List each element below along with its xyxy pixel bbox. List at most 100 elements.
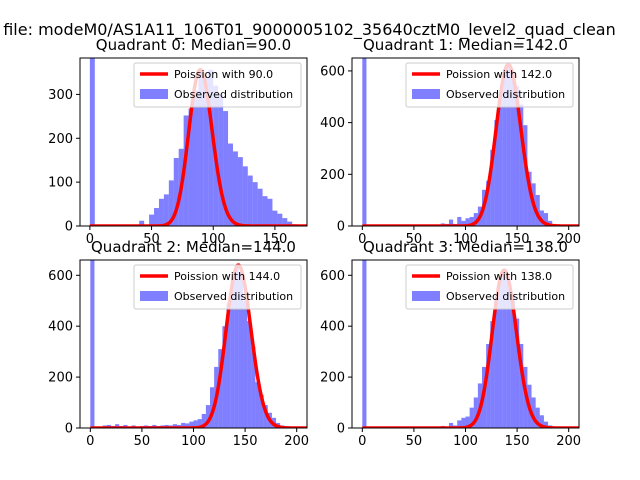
histogram-bar [287, 221, 293, 226]
y-tick-label: 200 [48, 371, 73, 386]
histogram-bar [197, 419, 202, 428]
histogram-bar [469, 407, 474, 428]
histogram-bar [172, 424, 177, 428]
legend-box [133, 62, 302, 108]
histogram-bar [448, 422, 454, 428]
x-tick-label: 50 [143, 232, 160, 247]
legend-poisson-label: Poission with 138.0 [446, 270, 552, 283]
axes-frame [79, 57, 308, 227]
histogram-bar [494, 298, 499, 428]
quadrant-1-title: Quadrant 1: Median=142.0 [363, 36, 568, 54]
histogram-bar [149, 214, 155, 226]
histogram-bar [226, 303, 231, 428]
histogram-bar [193, 420, 198, 428]
legend-box [133, 264, 302, 310]
y-tick-label: 0 [337, 220, 345, 235]
quadrant-0-title: Quadrant 0: Median=90.0 [96, 36, 291, 54]
histogram-bar [168, 180, 174, 226]
x-tick-label: 200 [556, 434, 581, 449]
histogram-bar [473, 213, 478, 226]
legend: Poission with 90.0 Observed distribution [133, 62, 302, 108]
y-tick-label: 400 [48, 320, 73, 335]
legend-poisson-label: Poission with 142.0 [446, 68, 552, 81]
x-tick-label: 150 [233, 434, 258, 449]
histogram-bar [223, 111, 229, 226]
histogram-bar [543, 213, 549, 226]
histogram-bar [502, 70, 507, 226]
histogram-bar [205, 405, 211, 428]
histogram-bar [465, 218, 470, 226]
histogram-bar [486, 180, 491, 226]
y-tick-label: 300 [48, 88, 73, 103]
legend-hist-swatch [412, 89, 440, 99]
histogram-bar [277, 213, 283, 226]
histogram-bar [222, 326, 227, 428]
histogram-bar [247, 321, 252, 428]
x-tick-label: 150 [505, 434, 530, 449]
histogram-bar [473, 397, 478, 428]
histogram-bar [510, 295, 516, 428]
histogram-bar [539, 415, 544, 428]
quadrant-1-plot-area [361, 58, 579, 226]
y-tick-label: 200 [48, 132, 73, 147]
histogram-bar [163, 194, 169, 226]
x-tick-label: 100 [201, 232, 226, 247]
figure-suptitle: n file: modeM0/AS1A11_106T01_9000005102_… [0, 20, 616, 40]
histogram-bar [181, 422, 186, 428]
histogram-bar [490, 321, 495, 428]
poisson-curve [361, 62, 579, 226]
y-tick-label: 600 [48, 269, 73, 284]
histogram-bar [510, 73, 516, 226]
histogram-bar [494, 120, 499, 226]
histogram-bar [218, 349, 223, 428]
poisson-curve [89, 263, 307, 428]
legend-hist-swatch [140, 89, 168, 99]
histogram-bar [539, 210, 544, 226]
histogram-bar [498, 91, 503, 226]
histogram-bar [457, 216, 462, 226]
histogram-bar [255, 382, 260, 428]
histogram-bar [457, 420, 462, 428]
histogram-bar [490, 149, 495, 226]
histogram-bar [259, 394, 264, 428]
y-tick-label: 200 [320, 168, 345, 183]
histogram-bar [90, 260, 95, 428]
poisson-curve [361, 268, 579, 428]
y-tick-label: 400 [320, 116, 345, 131]
histogram-bar [262, 196, 268, 226]
histogram-bar [531, 397, 536, 428]
histogram-bar [230, 277, 235, 428]
quadrant-3-title: Quadrant 3: Median=138.0 [363, 238, 568, 256]
histogram-bar [527, 171, 532, 226]
histogram-bar [189, 421, 194, 428]
histogram-bar [502, 270, 507, 428]
histogram-bar [282, 218, 288, 226]
histogram-bar [89, 58, 95, 226]
legend-box [405, 62, 574, 108]
histogram-bar [362, 260, 367, 428]
legend: Poission with 142.0 Observed distribution [405, 62, 574, 108]
legend-poisson-label: Poission with 90.0 [174, 68, 273, 81]
histogram-bar [173, 158, 179, 226]
x-tick-label: 0 [86, 232, 94, 247]
histogram-bar [218, 94, 224, 226]
y-tick-label: 400 [320, 320, 345, 335]
histogram-bar [461, 220, 466, 226]
histogram-bar [234, 265, 239, 428]
quadrant-0-axes: 0 50 100 150 0 100 200 300 Quadrant 0: Median=90… [48, 36, 308, 247]
x-tick-label: 0 [358, 434, 366, 449]
histogram-bar [237, 157, 243, 226]
histogram-bar [523, 125, 528, 226]
histogram-bar [238, 272, 244, 428]
legend: Poission with 138.0 Observed distribution [405, 264, 574, 310]
histogram-bar [185, 423, 190, 428]
histogram-bar [243, 300, 248, 428]
histogram-bar [506, 280, 511, 428]
histogram-bar [469, 216, 474, 226]
legend-hist-swatch [140, 291, 168, 301]
histogram-bar [535, 194, 540, 226]
y-tick-label: 0 [65, 422, 73, 437]
histogram-bar [257, 188, 263, 226]
histogram-bar [362, 58, 367, 226]
x-tick-label: 100 [181, 434, 206, 449]
